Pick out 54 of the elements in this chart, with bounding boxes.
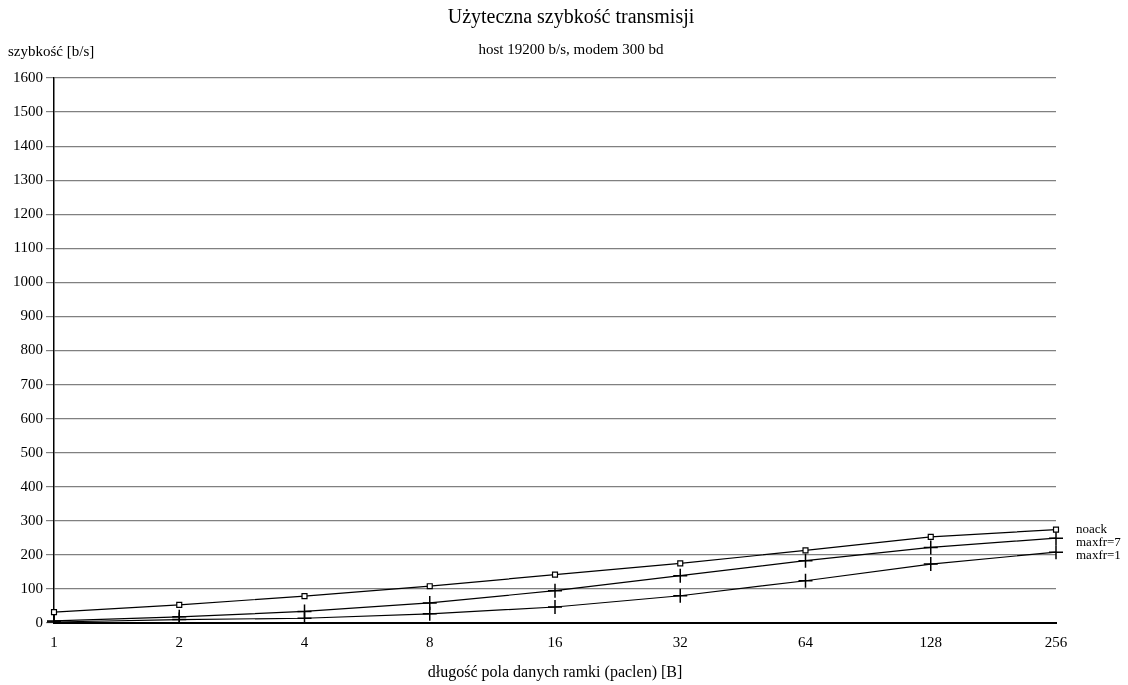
y-tick-label: 800 [20, 341, 43, 358]
x-tick-label: 256 [1044, 633, 1068, 650]
point [422, 595, 438, 611]
point [426, 583, 433, 590]
point [797, 573, 814, 589]
point [547, 582, 563, 599]
point [802, 547, 809, 554]
x-tick-label: 1 [50, 633, 58, 650]
point [50, 609, 58, 616]
point [672, 588, 688, 604]
x-tick-label: 16 [547, 633, 563, 650]
x-tick-label: 4 [300, 633, 309, 650]
point [547, 599, 563, 615]
x-tick-label: 8 [426, 633, 434, 650]
y-tick-label: 900 [20, 307, 43, 324]
chart-title: Użyteczna szybkość transmisji [447, 5, 695, 29]
y-tick-label: 500 [20, 443, 43, 460]
series-label: noack [1076, 521, 1108, 537]
series-label: maxfr=7 [1076, 534, 1122, 550]
point [1048, 530, 1064, 546]
y-tick-label: 300 [20, 511, 43, 528]
point [923, 556, 939, 572]
y-tick-label: 1400 [13, 137, 43, 154]
y-tick-label: 400 [20, 477, 43, 494]
x-tick-label: 128 [919, 633, 942, 650]
y-tick-label: 1600 [13, 68, 43, 85]
y-tick-label: 0 [35, 613, 43, 630]
x-tick-label: 32 [672, 633, 688, 650]
y-tick-label: 1000 [13, 273, 43, 290]
point [797, 552, 814, 569]
point [672, 567, 688, 584]
y-tick-label: 600 [20, 409, 43, 426]
point [927, 533, 934, 540]
point [1048, 544, 1064, 560]
y-tick-label: 1300 [13, 171, 43, 188]
x-tick-label: 2 [175, 633, 183, 650]
point [551, 571, 559, 578]
x-tick-label: 64 [798, 633, 814, 650]
y-tick-label: 1100 [13, 239, 43, 256]
point [296, 603, 313, 620]
y-tick-label: 100 [20, 579, 43, 596]
point [176, 601, 183, 609]
y-axis-title: szybkość [b/s] [8, 42, 95, 59]
y-tick-label: 700 [20, 375, 43, 392]
chart-subtitle: host 19200 b/s, modem 300 bd [478, 40, 664, 57]
point [301, 593, 308, 600]
y-tick-label: 1200 [13, 205, 43, 222]
y-tick-label: 1500 [13, 103, 43, 119]
y-tick-label: 200 [20, 545, 43, 562]
point [923, 539, 939, 556]
x-axis-title: długość pola danych ramki (paclen) [B] [427, 663, 683, 682]
series-label: maxfr=1 [1076, 547, 1121, 563]
point [677, 560, 684, 567]
point [1052, 526, 1060, 533]
